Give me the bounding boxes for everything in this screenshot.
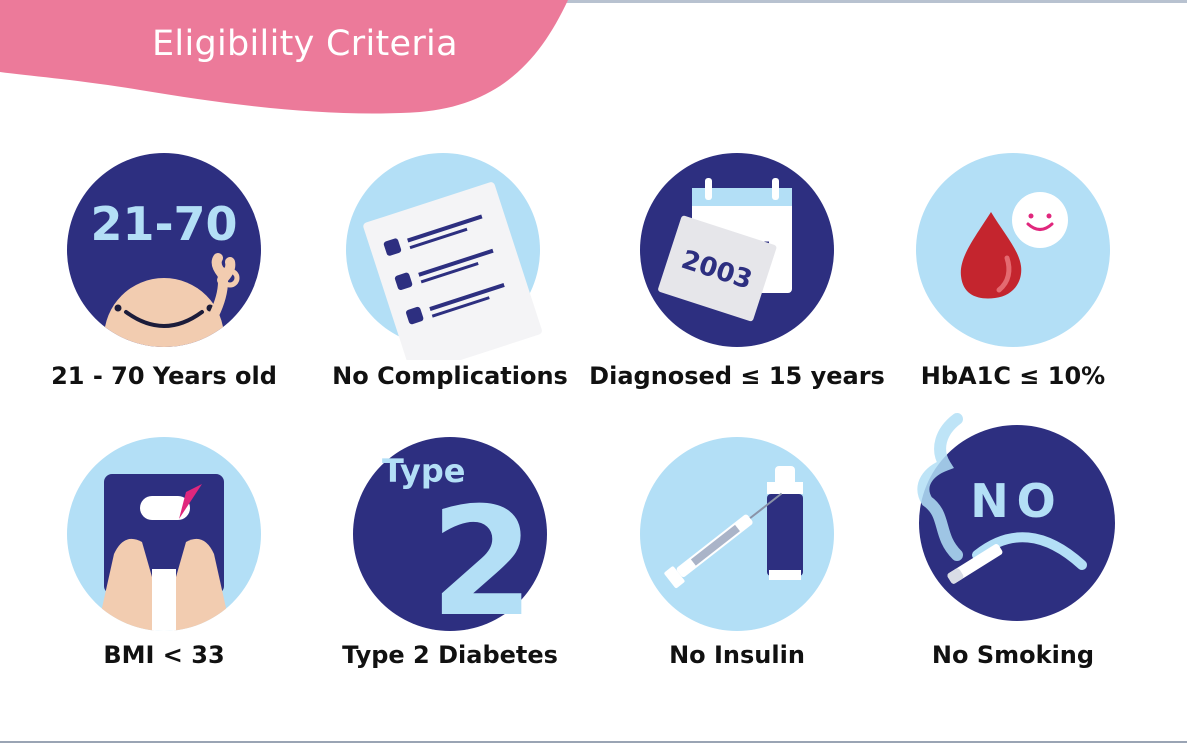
calendar-icon: 04 2003 [640,153,834,347]
criterion-label-smoking: No Smoking [931,641,1095,669]
criterion-label-complications: No Complications [332,362,568,390]
top-border [0,0,1187,3]
criterion-label-hba1c: HbA1C ≤ 10% [920,362,1106,390]
criterion-label-type2: Type 2 Diabetes [342,641,558,669]
no-word: NO [970,474,1064,528]
checklist-icon [346,153,542,360]
cigarette-icon: NO [917,413,1115,621]
criterion-label-diagnosed: Diagnosed ≤ 15 years [589,362,885,390]
criterion-label-age: 21 - 70 Years old [51,362,277,390]
scale-icon [67,437,261,631]
page-title: Eligibility Criteria [152,24,458,64]
criterion-label-bmi: BMI < 33 [103,641,225,669]
criterion-label-insulin: No Insulin [669,641,805,669]
type-number: 2 [430,476,534,644]
age-range-badge: 21-70 [90,197,237,251]
type-2-icon: Type 2 [353,437,547,644]
syringe-vial-icon [640,437,834,631]
type-word: Type [382,452,466,490]
bottom-border [0,741,1187,743]
blood-drop-icon [916,153,1110,347]
title-banner-shape [0,0,568,114]
age-face-icon: 21-70 [67,153,261,347]
